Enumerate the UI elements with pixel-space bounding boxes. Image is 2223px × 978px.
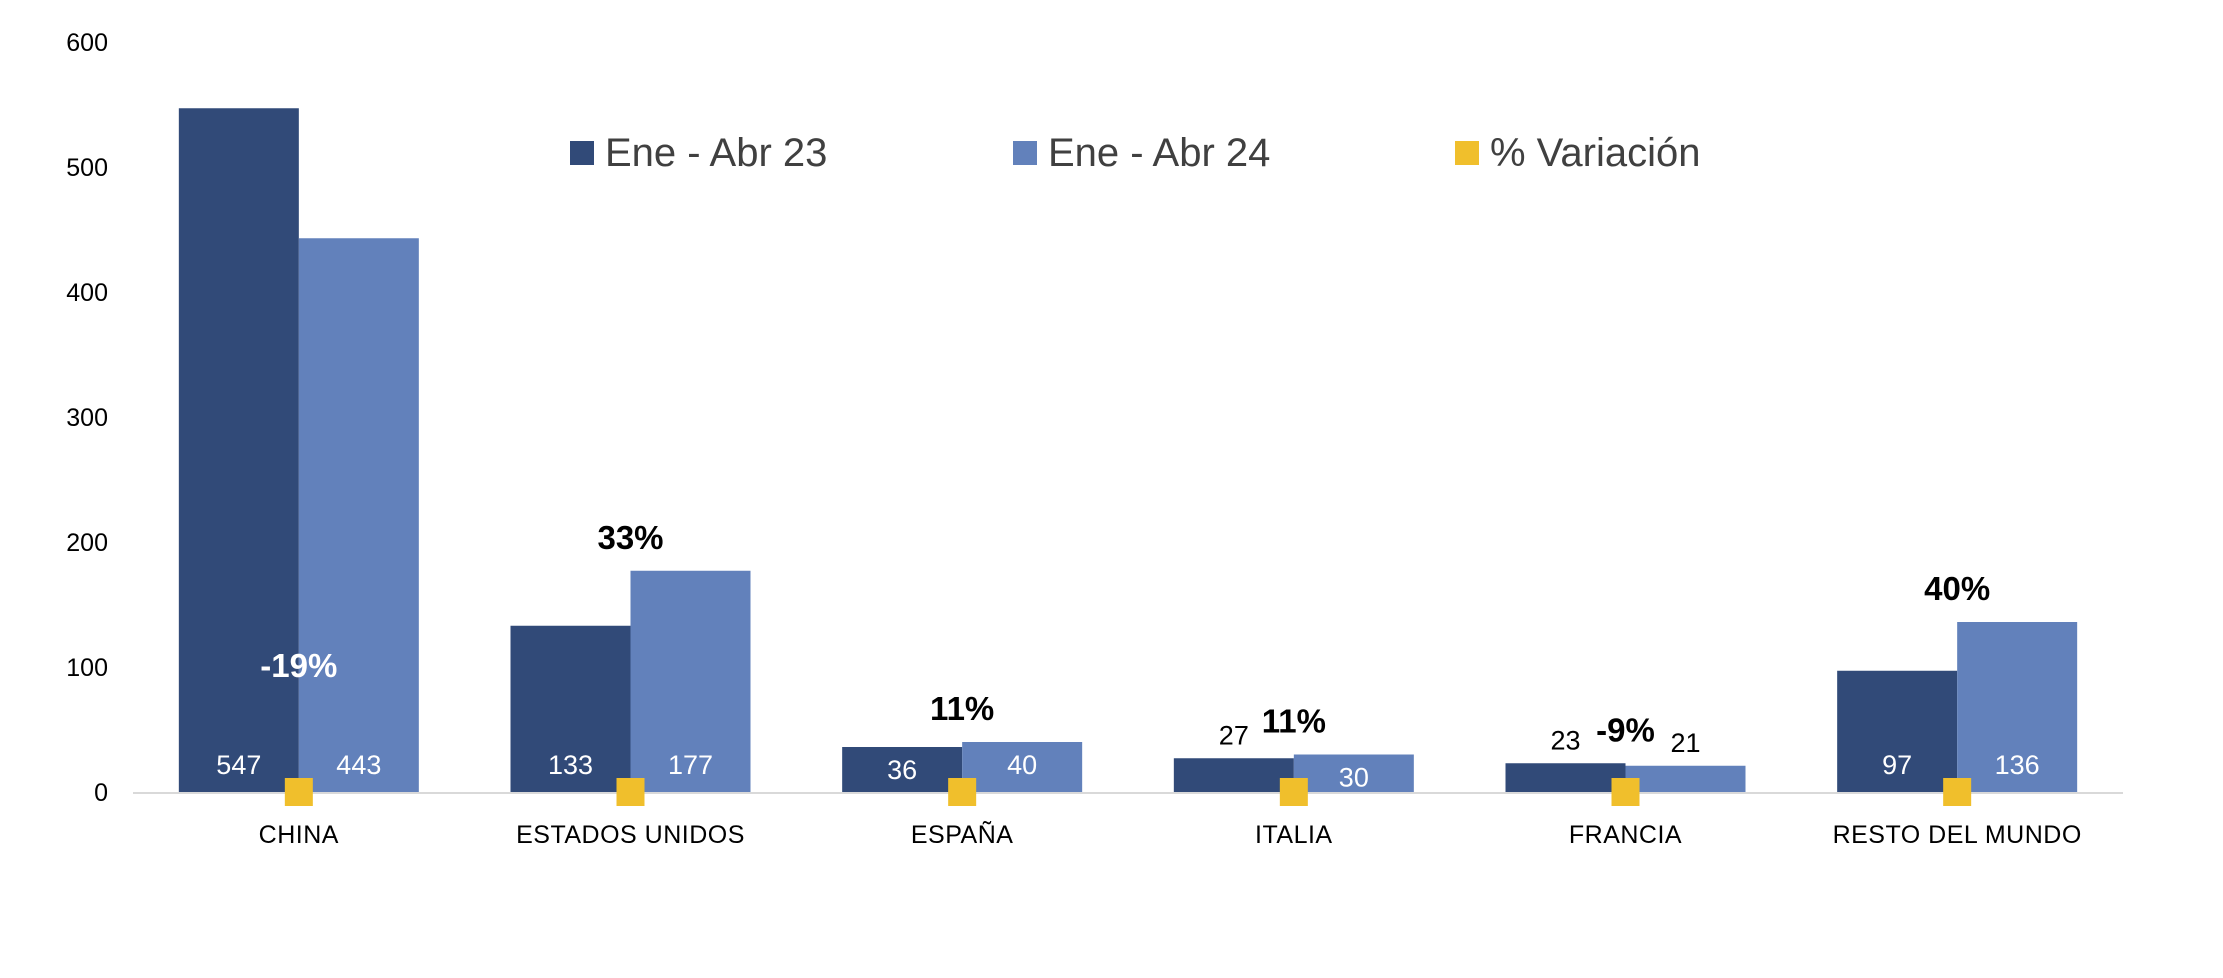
legend: Ene - Abr 23 Ene - Abr 24 % Variación (570, 131, 1700, 175)
bars: 547 443 -19% 133 177 33% 36 40 11% 27 30 11% 23 21 -9%… (178, 108, 2078, 806)
bar-ene-abr-24 (630, 570, 751, 792)
variation-label: -19% (260, 647, 337, 684)
x-tick-label: CHINA (259, 821, 339, 849)
bar-group: 547 443 -19% (178, 108, 419, 806)
bar-ene-abr-24 (962, 742, 1083, 792)
x-tick-label: ESTADOS UNIDOS (516, 821, 745, 849)
y-tick-label: 100 (66, 654, 108, 682)
data-label-ene-abr-23: 133 (548, 750, 593, 780)
x-tick-label: FRANCIA (1569, 821, 1682, 849)
legend-swatch (570, 141, 594, 165)
bar-ene-abr-23 (1505, 763, 1626, 792)
bar-ene-abr-23 (178, 108, 299, 792)
bar-group: 36 40 11% (842, 690, 1083, 806)
bar-group: 27 30 11% (1173, 703, 1414, 806)
variation-marker (1611, 778, 1640, 806)
bar-group: 97 136 40% (1837, 570, 2078, 806)
x-axis: CHINA ESTADOS UNIDOS ESPAÑA ITALIA FRANCIA RE… (259, 820, 2082, 849)
bar-ene-abr-23 (1173, 758, 1294, 792)
bar-group: 133 177 33% (510, 519, 751, 806)
data-label-ene-abr-23: 36 (887, 755, 917, 785)
legend-swatch (1013, 141, 1037, 165)
data-label-ene-abr-24: 177 (668, 750, 713, 780)
data-label-ene-abr-24: 443 (336, 750, 381, 780)
data-label-ene-abr-23: 97 (1882, 750, 1912, 780)
data-label-ene-abr-23: 27 (1219, 720, 1249, 750)
y-tick-label: 400 (66, 279, 108, 307)
legend-item-ene-abr-24: Ene - Abr 24 (1013, 131, 1270, 175)
variation-marker (1279, 778, 1308, 806)
variation-label: -9% (1596, 711, 1655, 748)
y-tick-label: 0 (94, 779, 108, 807)
legend-label: Ene - Abr 24 (1048, 131, 1270, 175)
variation-marker (284, 778, 313, 806)
data-label-ene-abr-24: 21 (1670, 728, 1700, 758)
legend-item-variacion: % Variación (1455, 131, 1700, 175)
bar-ene-abr-23 (1837, 670, 1958, 792)
data-label-ene-abr-24: 136 (1995, 750, 2040, 780)
legend-swatch (1455, 141, 1479, 165)
y-tick-label: 200 (66, 529, 108, 557)
legend-label: % Variación (1490, 131, 1700, 175)
x-tick-label: ITALIA (1255, 821, 1333, 849)
bar-ene-abr-24 (1293, 754, 1414, 792)
variation-label: 33% (597, 519, 663, 556)
bar-ene-abr-24 (1957, 622, 2078, 792)
bar-ene-abr-23 (842, 747, 963, 792)
bar-ene-abr-24 (298, 238, 419, 792)
data-label-ene-abr-24: 30 (1339, 763, 1369, 793)
bar-ene-abr-23 (510, 625, 631, 792)
variation-marker (948, 778, 977, 806)
data-label-ene-abr-23: 23 (1550, 725, 1580, 755)
legend-item-ene-abr-23: Ene - Abr 23 (570, 131, 827, 175)
variation-marker (616, 778, 645, 806)
variation-marker (1943, 778, 1972, 806)
y-tick-label: 500 (66, 154, 108, 182)
variation-label: 40% (1924, 570, 1990, 607)
y-tick-label: 300 (66, 404, 108, 432)
bar-ene-abr-24 (1625, 765, 1746, 792)
legend-label: Ene - Abr 23 (605, 131, 827, 175)
data-label-ene-abr-24: 40 (1007, 750, 1037, 780)
variation-label: 11% (930, 690, 994, 727)
data-label-ene-abr-23: 547 (216, 750, 261, 780)
x-tick-label: RESTO DEL MUNDO (1833, 821, 2082, 849)
y-tick-label: 600 (66, 29, 108, 57)
bar-group: 23 21 -9% (1505, 711, 1746, 806)
y-axis: 0 100 200 300 400 500 600 (66, 29, 108, 807)
variation-label: 11% (1262, 703, 1326, 740)
x-tick-label: ESPAÑA (911, 820, 1014, 849)
